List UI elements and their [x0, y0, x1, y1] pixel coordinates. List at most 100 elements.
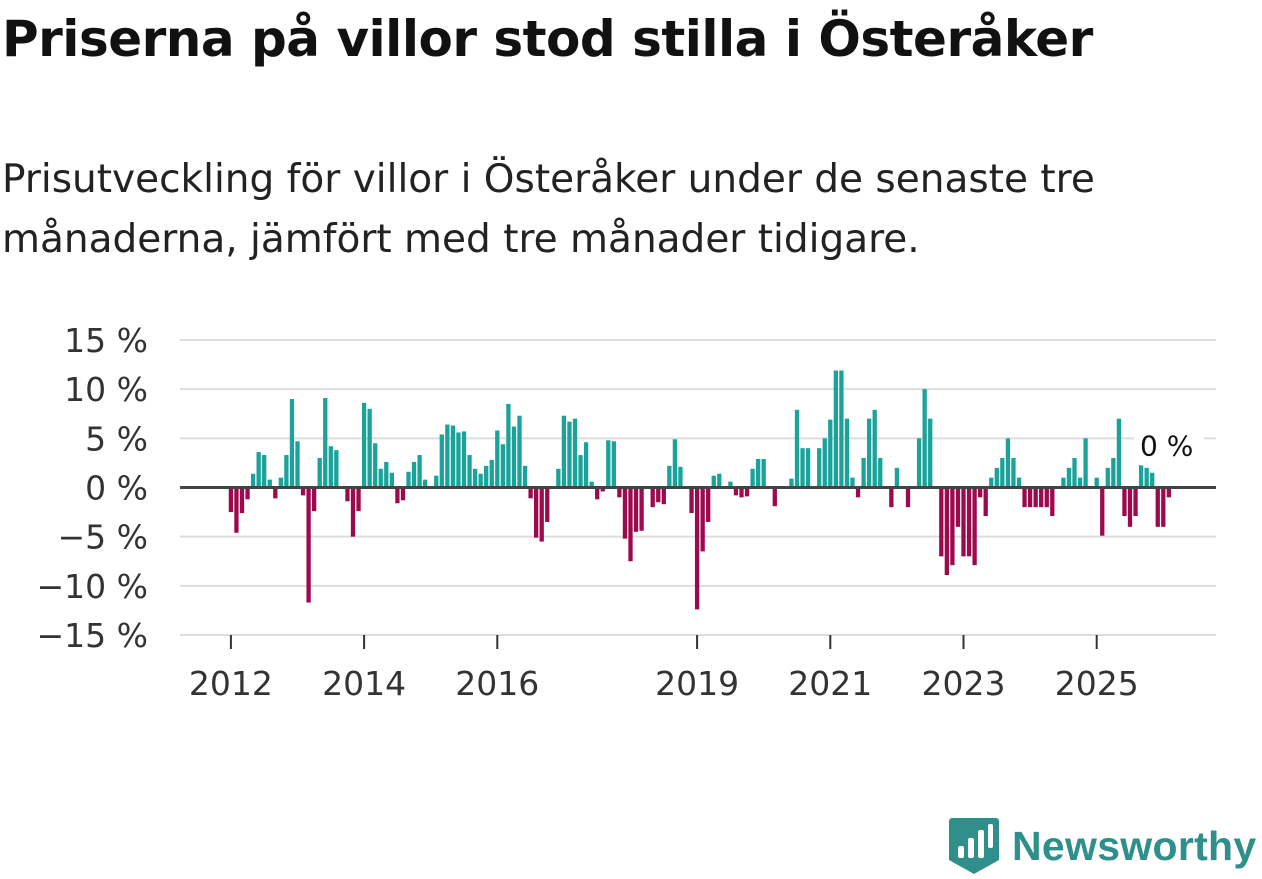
- chart-title: Priserna på villor stod stilla i Österåk…: [2, 10, 1093, 68]
- bar: [511, 426, 517, 488]
- bar: [872, 409, 877, 488]
- bar: [461, 431, 467, 488]
- bar: [356, 487, 361, 512]
- bar: [228, 487, 234, 513]
- last-value-background: [1134, 427, 1204, 466]
- bar: [1005, 438, 1011, 488]
- bar: [667, 465, 672, 488]
- bar: [345, 487, 350, 502]
- bar: [789, 478, 794, 488]
- bar: [478, 473, 483, 488]
- last-value-callout: 0 %: [1134, 427, 1204, 466]
- bar: [378, 468, 383, 488]
- bar: [400, 487, 406, 501]
- bar: [1100, 487, 1105, 536]
- bar: [234, 487, 239, 533]
- bar: [545, 487, 550, 522]
- bar: [467, 455, 472, 488]
- bar: [384, 461, 389, 488]
- bar: [1027, 487, 1033, 508]
- bar: [916, 438, 922, 488]
- x-tick-label: 2012: [189, 664, 273, 703]
- bar: [928, 418, 933, 488]
- bar: [600, 487, 605, 492]
- bar: [966, 487, 972, 557]
- bar: [678, 466, 683, 488]
- bar: [794, 409, 800, 488]
- bar: [556, 468, 561, 488]
- bar: [1033, 487, 1038, 508]
- bar: [450, 425, 456, 488]
- bar: [839, 370, 844, 488]
- bar: [595, 487, 600, 500]
- bar: [983, 487, 988, 517]
- brand-name: Newsworthy: [1012, 822, 1257, 869]
- bar: [772, 487, 777, 507]
- bar: [989, 477, 994, 488]
- bar: [1083, 438, 1088, 488]
- bar: [373, 443, 378, 488]
- y-tick-label: 0 %: [85, 469, 148, 508]
- bar: [822, 438, 827, 488]
- bar: [750, 468, 755, 488]
- bar: [1122, 487, 1127, 517]
- x-tick-label: 2021: [788, 664, 872, 703]
- bar: [289, 399, 295, 488]
- bar: [334, 450, 339, 488]
- y-tick-label: 10 %: [64, 370, 148, 409]
- bar: [972, 487, 977, 566]
- bar: [1127, 487, 1133, 527]
- bar: [1155, 487, 1160, 527]
- bar: [639, 487, 644, 531]
- bar: [628, 487, 633, 562]
- bar: [939, 487, 944, 557]
- bar: [1000, 458, 1005, 488]
- bar: [978, 487, 983, 498]
- bar-chart: 15 %10 %5 %0 %−5 %−10 %−15 % 2012 2014 201…: [37, 321, 1216, 703]
- bar: [1094, 477, 1099, 488]
- bar: [589, 481, 594, 488]
- bar: [1050, 487, 1055, 517]
- bar: [878, 458, 883, 488]
- bar: [833, 370, 838, 488]
- bar: [633, 487, 639, 532]
- bar: [239, 487, 245, 514]
- bar: [434, 475, 439, 488]
- bar: [922, 389, 927, 488]
- bar: [245, 487, 250, 500]
- newsworthy-icon: [949, 818, 999, 874]
- bar: [622, 487, 628, 539]
- x-tick-label: 2019: [655, 664, 739, 703]
- bar: [267, 479, 272, 488]
- bar: [256, 452, 261, 488]
- bar: [1111, 458, 1116, 488]
- bar: [1105, 467, 1110, 488]
- x-tick-label: 2016: [455, 664, 539, 703]
- bar: [445, 424, 450, 488]
- bar: [1039, 487, 1044, 508]
- brand-logo: Newsworthy: [948, 816, 1257, 876]
- bar: [805, 448, 811, 488]
- bar: [611, 441, 616, 488]
- bar: [472, 468, 478, 488]
- bar: [323, 398, 328, 488]
- bar: [484, 465, 489, 488]
- bar: [578, 455, 583, 488]
- bar: [894, 467, 900, 488]
- bar: [739, 487, 744, 498]
- bar: [406, 471, 411, 488]
- y-tick-label: 5 %: [85, 419, 148, 458]
- bar: [650, 487, 655, 508]
- bar: [534, 487, 539, 538]
- bar: [506, 403, 511, 488]
- bar: [855, 487, 861, 498]
- bar: [295, 441, 300, 488]
- bar: [1016, 477, 1022, 488]
- bar: [728, 481, 733, 488]
- bar: [761, 458, 766, 488]
- bars: [228, 370, 1171, 610]
- bar: [1022, 487, 1027, 508]
- bar: [278, 477, 283, 488]
- bar: [583, 442, 589, 488]
- bar: [567, 421, 572, 488]
